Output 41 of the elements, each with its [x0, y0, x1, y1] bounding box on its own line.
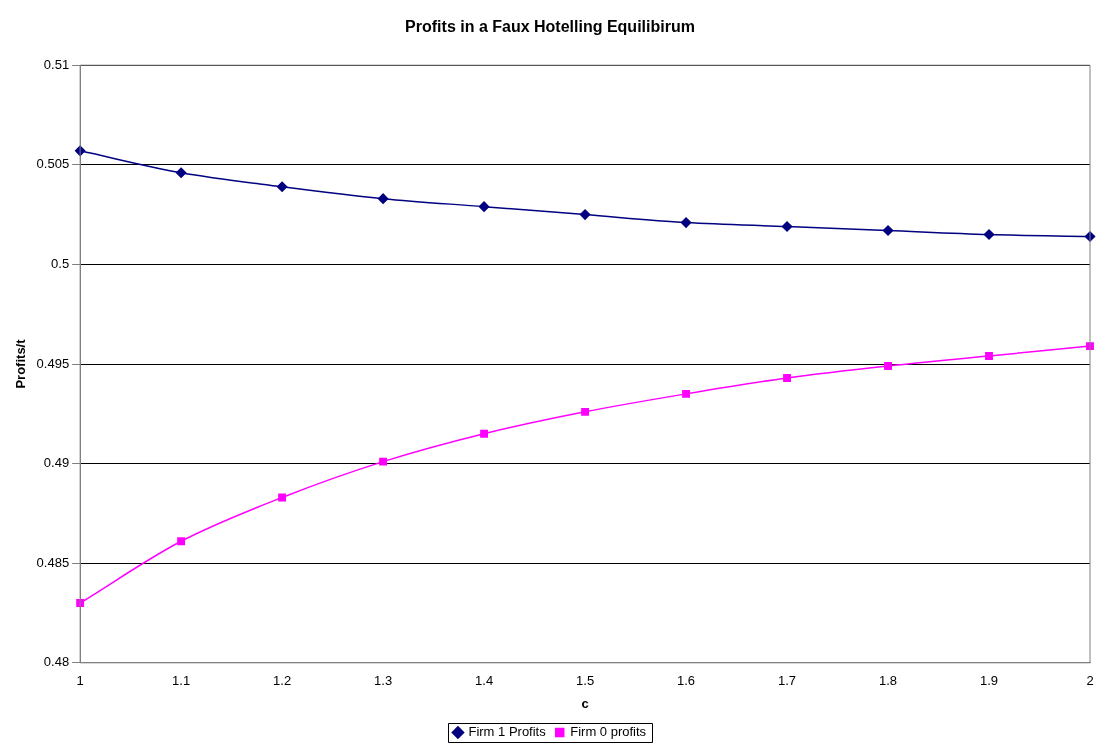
point — [682, 389, 690, 398]
point — [177, 537, 186, 546]
point — [175, 167, 187, 179]
chart-title: Profits in a Faux Hotelling Equilibirum — [405, 18, 695, 36]
point — [276, 181, 288, 192]
y-tick-label: 0.48 — [43, 654, 70, 670]
x-tick-label: 1.8 — [878, 673, 898, 689]
y-tick-label: 0.5 — [51, 255, 70, 271]
point — [680, 217, 692, 228]
legend-label: Firm 1 Profits — [468, 724, 547, 740]
point — [478, 201, 490, 212]
x-tick-label: 1.5 — [576, 673, 595, 689]
point — [983, 229, 995, 240]
x-tick-label: 2 — [1086, 673, 1094, 689]
point — [377, 193, 389, 204]
x-tick-label: 1.2 — [273, 673, 292, 689]
point — [579, 209, 591, 220]
y-tick-label: 0.51 — [43, 56, 70, 72]
x-tick-label: 1.9 — [979, 673, 999, 689]
point — [278, 493, 287, 502]
point — [985, 352, 993, 360]
point — [882, 225, 894, 236]
x-tick-label: 1.1 — [172, 673, 191, 689]
y-tick-label: 0.505 — [36, 156, 70, 172]
x-tick-label: 1.7 — [778, 673, 797, 689]
legend-label: Firm 0 profits — [570, 724, 647, 740]
x-tick-label: 1.6 — [677, 673, 696, 689]
x-axis-title: c — [581, 695, 589, 711]
point — [783, 374, 791, 382]
x-tick-label: 1.3 — [374, 673, 393, 689]
y-tick-label: 0.49 — [43, 455, 70, 471]
point — [379, 457, 388, 466]
y-tick-label: 0.485 — [36, 554, 70, 570]
point — [581, 407, 589, 416]
point — [781, 221, 793, 232]
point — [884, 362, 892, 370]
y-axis-title: Profits/t — [13, 338, 29, 389]
x-tick-label: 1 — [76, 673, 84, 689]
x-tick-label: 1.4 — [475, 673, 494, 689]
y-tick-label: 0.495 — [36, 355, 70, 371]
point — [480, 429, 489, 438]
